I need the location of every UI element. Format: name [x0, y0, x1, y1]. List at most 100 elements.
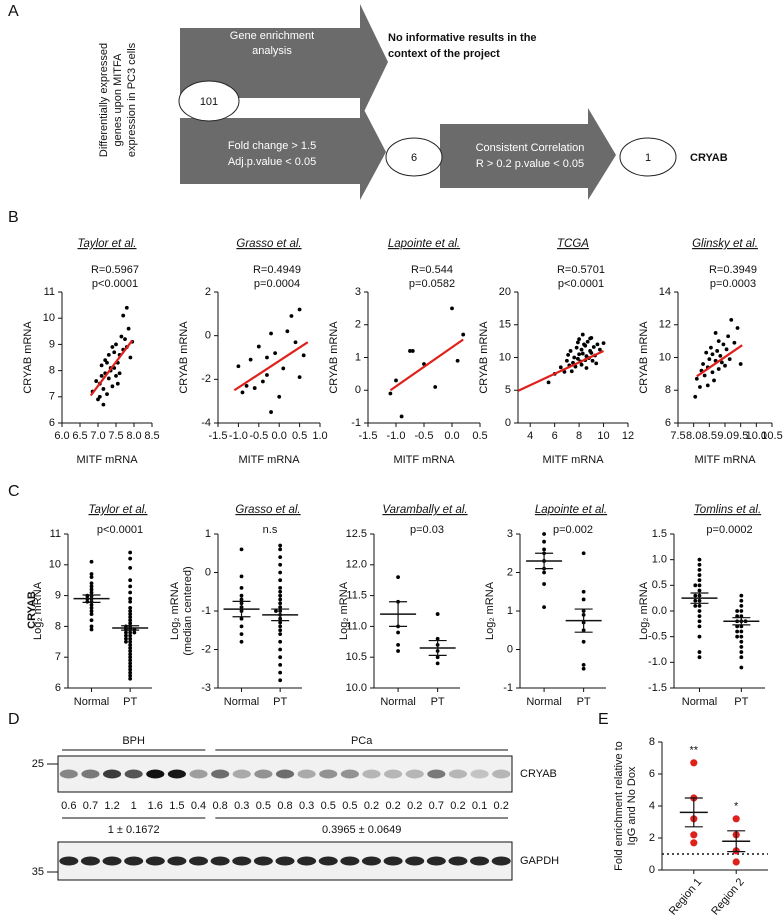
annotation: n.s: [263, 524, 278, 536]
quantification: 0.3: [234, 800, 249, 812]
point: [101, 387, 106, 391]
point: [105, 360, 109, 365]
y-tick-label: 10: [659, 351, 671, 363]
point: [580, 351, 585, 356]
point: [450, 306, 454, 311]
y-axis-label: Fold enrichment relative to IgG and No Do…: [613, 741, 638, 871]
point: [278, 628, 283, 633]
point: [128, 670, 133, 675]
y-axis-label-line: Log₂ mRNA: [169, 581, 181, 640]
y-axis-label: Log₂ mRNA (median centered): [169, 566, 194, 655]
x-tick-label: 7.5: [670, 430, 685, 442]
quantification: 0.7: [83, 800, 98, 812]
y-tick-label: -1.0: [648, 656, 667, 668]
point: [574, 345, 579, 350]
point: [590, 358, 595, 363]
outcome-label: No informative results in the: [388, 32, 537, 44]
annotation: R=0.544: [411, 264, 453, 276]
point: [278, 670, 283, 675]
y-tick-label: 12.0: [346, 559, 367, 571]
point: [697, 614, 702, 619]
point: [117, 371, 122, 376]
point: [239, 547, 244, 552]
point: [297, 375, 302, 380]
x-tick-label: 1.0: [312, 430, 327, 442]
y-tick-label: 0.0: [652, 605, 667, 617]
point: [128, 673, 133, 678]
point: [697, 609, 702, 613]
point: [709, 345, 713, 350]
point: [399, 414, 404, 419]
point: [128, 667, 133, 672]
band: [340, 769, 359, 779]
y-tick-label: 0: [205, 330, 211, 342]
point: [123, 337, 127, 342]
x-axis-label: MITF mRNA: [238, 454, 300, 466]
row-label: CRYAB: [26, 591, 38, 629]
x-tick-label: 8.0: [126, 430, 141, 442]
arrow: [180, 102, 386, 200]
band: [253, 856, 273, 866]
y-tick-label: 10: [43, 312, 55, 324]
y-tick-label: 6: [665, 417, 671, 429]
y-tick-label: 2: [649, 832, 655, 844]
x-tick-label: 0.5: [472, 430, 487, 442]
point: [239, 597, 244, 602]
point: [278, 586, 283, 590]
band: [448, 856, 468, 866]
y-tick-label: 8: [665, 384, 671, 396]
x-tick-label: 0.0: [272, 430, 287, 442]
point: [705, 383, 710, 388]
point: [707, 357, 712, 362]
point: [128, 664, 133, 669]
point: [697, 578, 702, 583]
arrow-label: R > 0.2 p.value < 0.05: [476, 158, 584, 170]
y-axis-label-line: (median centered): [182, 566, 194, 655]
band: [427, 769, 446, 779]
group-label: BPH: [122, 735, 145, 747]
point: [278, 593, 283, 598]
panel-label: B: [8, 209, 19, 226]
point: [114, 342, 118, 347]
band: [167, 769, 186, 779]
point: [702, 373, 707, 378]
point: [575, 356, 580, 361]
band: [167, 856, 187, 866]
band: [405, 769, 424, 779]
point: [542, 605, 546, 610]
chart-title: Lapointe et al.: [535, 504, 607, 516]
point: [278, 589, 283, 594]
point: [739, 665, 744, 670]
x-axis-label: MITF mRNA: [76, 454, 138, 466]
x-tick-label: 7.5: [108, 430, 123, 442]
point: [697, 634, 702, 639]
node: [178, 80, 240, 122]
band: [145, 856, 165, 866]
point: [278, 555, 283, 559]
point: [278, 663, 283, 667]
y-axis-label-line: Log₂ mRNA: [484, 581, 496, 640]
chart-title: Glinsky et al.: [692, 238, 758, 250]
point: [735, 634, 740, 639]
point: [435, 661, 440, 666]
point: [278, 601, 283, 606]
band: [211, 769, 230, 779]
point: [693, 593, 698, 598]
point: [128, 609, 133, 613]
point: [568, 349, 573, 353]
point: [580, 332, 585, 337]
point: [128, 658, 133, 663]
point: [718, 353, 723, 358]
y-axis-label-line: CRYAB mRNA: [22, 321, 34, 394]
point: [236, 364, 241, 369]
x-tick-label: 10: [597, 430, 609, 442]
point: [278, 655, 283, 660]
y-tick-label: 7: [55, 651, 61, 663]
point: [575, 340, 580, 345]
point: [591, 345, 596, 349]
point: [435, 612, 440, 616]
point: [89, 606, 94, 610]
y-tick-label: 12: [659, 319, 671, 331]
y-tick-label: -1: [503, 682, 513, 694]
point: [94, 379, 99, 383]
